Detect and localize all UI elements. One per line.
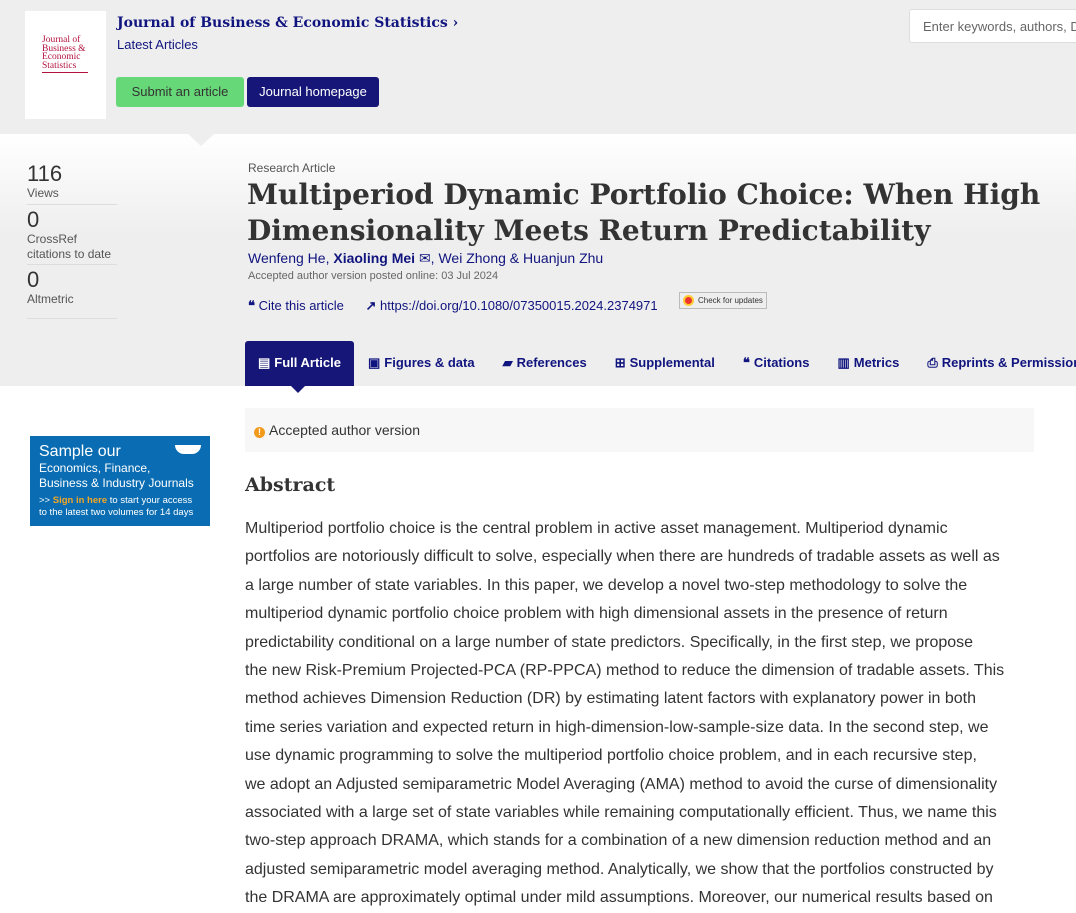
doi-label: https://doi.org/10.1080/07350015.2024.23…: [380, 298, 658, 313]
ad-line: Economics, Finance,: [39, 461, 151, 475]
book-icon: ▰: [502, 355, 513, 370]
plus-square-icon: ⊞: [614, 355, 626, 370]
sample-journals-ad[interactable]: Sample our Economics, Finance, Business …: [30, 436, 210, 526]
abstract-line: a large number of state variables. In th…: [245, 576, 968, 594]
notice-text: Accepted author version: [269, 422, 420, 438]
abstract-line: multiperiod dynamic portfolio choice pro…: [245, 605, 948, 623]
article-type: Research Article: [248, 161, 336, 175]
tab-metrics[interactable]: ▥ Metrics: [823, 341, 913, 386]
tab-label: Full Article: [274, 355, 341, 370]
submit-article-button[interactable]: Submit an article: [116, 77, 244, 107]
metric-value: 0: [27, 267, 40, 292]
abstract-heading: Abstract: [245, 474, 336, 496]
search-input[interactable]: Enter keywords, authors, DOI, ORCID etc: [909, 9, 1076, 43]
abstract-line: the DRAMA are approximately optimal unde…: [245, 889, 993, 907]
abstract-line: associated with a large set of state var…: [245, 804, 997, 822]
page-title: Multiperiod Dynamic Portfolio Choice: Wh…: [247, 178, 1041, 247]
tab-full-article[interactable]: ▤ Full Article: [245, 341, 354, 393]
abstract-line: time series variation and expected retur…: [245, 718, 989, 736]
tab-label: References: [516, 355, 587, 370]
abstract-line: two-step approach DRAMA, which stands fo…: [245, 832, 992, 850]
journal-header: Journal of Business & Economic Statistics J…: [0, 0, 1076, 134]
check-updates-label: Check for updates: [698, 296, 763, 305]
latest-articles-link[interactable]: Latest Articles: [117, 37, 198, 52]
cite-label: Cite this article: [258, 298, 344, 313]
doi-link[interactable]: ↗ https://doi.org/10.1080/07350015.2024.…: [366, 298, 658, 313]
abstract-line: method achieves Dimension Reduction (DR)…: [245, 690, 977, 708]
bar-chart-icon: ▥: [837, 355, 850, 370]
lamp-logo-icon: [175, 445, 201, 454]
tab-reprints[interactable]: ⎙ Reprints & Permissions: [913, 341, 1076, 386]
tab-supplemental[interactable]: ⊞ Supplemental: [601, 341, 729, 386]
tab-label: Metrics: [853, 355, 900, 370]
author-link[interactable]: Wei Zhong: [438, 250, 506, 266]
tab-label: Figures & data: [384, 355, 475, 370]
metric-altmetric[interactable]: 0 Altmetric: [27, 268, 117, 319]
abstract-text: Multiperiod portfolio choice is the cent…: [245, 515, 1004, 913]
author-list: Wenfeng He, Xiaoling Mei ✉, Wei Zhong & …: [248, 250, 604, 266]
info-icon: !: [254, 427, 265, 438]
journal-homepage-button[interactable]: Journal homepage: [247, 77, 379, 107]
ad-heading: Sample our: [39, 443, 121, 460]
pointer-arrow: [188, 134, 214, 146]
tab-label: Supplemental: [629, 355, 715, 370]
print-icon: ⎙: [927, 355, 938, 370]
metric-label: CrossRef citations to date: [27, 232, 112, 261]
author-link[interactable]: Xiaoling Mei: [333, 250, 416, 266]
ad-prefix: >>: [39, 495, 51, 506]
posted-date: Accepted author version posted online: 0…: [248, 270, 499, 282]
email-icon[interactable]: ✉: [418, 250, 431, 266]
cite-button[interactable]: ❝ Cite this article: [248, 298, 344, 313]
image-icon: ▣: [368, 355, 381, 370]
quote-icon: ❝: [742, 355, 750, 370]
abstract-line: adjusted semiparametric model averaging …: [245, 860, 994, 878]
abstract-line: use dynamic programming to solve the mul…: [245, 747, 977, 765]
crossmark-icon: [683, 295, 694, 306]
article-tabs: ▤ Full Article ▣ Figures & data ▰ Reference…: [245, 341, 1076, 393]
file-icon: ▤: [258, 355, 271, 370]
accepted-version-notice: ! Accepted author version: [245, 408, 1034, 452]
journal-title-link[interactable]: Journal of Business & Economic Statistic…: [117, 15, 459, 31]
author-separator: &: [509, 250, 520, 266]
tab-figures-data[interactable]: ▣ Figures & data: [354, 341, 489, 386]
abstract-line: predictability conditional on a large nu…: [245, 633, 974, 651]
ad-line: Business & Industry Journals: [39, 476, 194, 490]
journal-cover[interactable]: Journal of Business & Economic Statistics: [25, 11, 106, 119]
abstract-line: the new Risk-Premium Projected-PCA (RP-P…: [245, 662, 1005, 680]
ad-rest: to start your access to the latest two v…: [39, 495, 194, 518]
metric-value: 116: [27, 161, 63, 186]
quote-icon: ❝: [248, 298, 255, 313]
abstract-line: Multiperiod portfolio choice is the cent…: [245, 520, 948, 537]
metric-label: Altmetric: [27, 292, 74, 306]
tab-citations[interactable]: ❝ Citations: [729, 341, 824, 386]
tab-label: Citations: [753, 355, 810, 370]
metric-value: 0: [27, 207, 40, 232]
metric-crossref[interactable]: 0 CrossRef citations to date: [27, 208, 117, 265]
article-links: ❝ Cite this article ↗ https://doi.org/10…: [248, 298, 676, 314]
metric-label: Views: [27, 186, 59, 200]
author-link[interactable]: Huanjun Zhu: [523, 250, 604, 266]
abstract-line: we adopt an Adjusted semiparametric Mode…: [245, 775, 998, 793]
metric-views: 116 Views: [27, 162, 117, 205]
abstract-line: portfolios are notoriously difficult to …: [245, 548, 1000, 566]
tab-label: Reprints & Permissions: [941, 355, 1076, 370]
ad-signin-text: >> Sign in here to start your access to …: [39, 495, 201, 519]
check-for-updates-button[interactable]: Check for updates: [679, 292, 767, 309]
external-link-icon: ↗: [365, 298, 377, 313]
author-link[interactable]: Wenfeng He,: [248, 250, 330, 266]
article-header: [0, 134, 1076, 386]
sign-in-link[interactable]: Sign in here: [52, 495, 108, 506]
tab-references[interactable]: ▰ References: [489, 341, 601, 386]
